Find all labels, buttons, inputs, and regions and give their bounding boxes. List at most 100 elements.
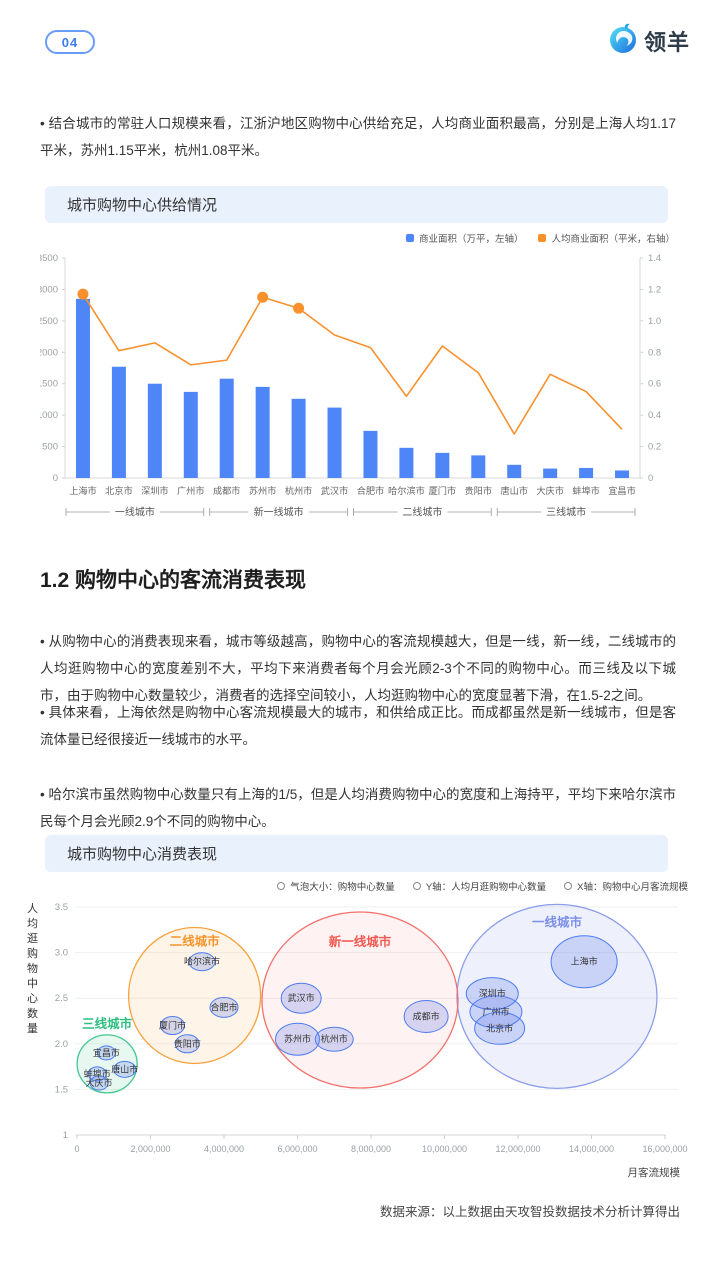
bar [255, 386, 270, 478]
x-axis-tick-label: 4,000,000 [204, 1144, 244, 1154]
x-category-label: 大庆市 [536, 485, 564, 496]
body-paragraph-1: • 从购物中心的消费表现来看，城市等级越高，购物中心的客流规模越大，但是一线，新… [40, 634, 676, 703]
x-axis-tick-label: 6,000,000 [277, 1144, 317, 1154]
city-bubble-label: 深圳市 [479, 988, 506, 999]
left-axis-tick-label: 0 [53, 473, 58, 484]
x-category-label: 广州市 [177, 485, 205, 496]
bar [147, 383, 162, 478]
body-paragraph-3: • 哈尔滨市虽然购物中心数量只有上海的1/5，但是人均消费购物中心的宽度和上海持… [40, 787, 676, 829]
city-bubble [87, 1066, 107, 1082]
intro-paragraph: • 结合城市的常驻人口规模来看，江浙沪地区购物中心供给充足，人均商业面积最高，分… [40, 116, 676, 158]
bar [327, 407, 342, 478]
page-number-badge: 04 [45, 30, 95, 54]
chart2-title-banner: 城市购物中心消费表现 [45, 835, 668, 872]
chart1-legend: 商业面积（万平，左轴） 人均商业面积（平米，右轴） [405, 231, 675, 245]
x-category-label: 苏州市 [249, 485, 277, 496]
bar [219, 378, 234, 478]
city-bubble-label: 蚌埠市 [84, 1068, 111, 1079]
bar [471, 455, 486, 478]
left-axis-tick-label: 1000 [40, 410, 58, 421]
city-bubble-label: 广州市 [482, 1006, 509, 1017]
legend-label: Y轴：人均月逛购物中心数量 [425, 882, 547, 893]
tier-group-label: 一线城市 [532, 914, 583, 929]
chart1-legend-item: 商业面积（万平，左轴） [405, 231, 524, 245]
x-category-label: 深圳市 [141, 485, 169, 496]
left-axis-tick-label: 1500 [40, 379, 58, 390]
x-axis-tick-label: 10,000,000 [422, 1144, 467, 1154]
legend-label: X轴：购物中心月客流规模 [577, 882, 688, 893]
tier-label-bg [248, 505, 309, 519]
y-axis-tick-label: 2.0 [55, 1039, 68, 1050]
city-bubble [280, 982, 322, 1014]
city-bubble-label: 哈尔滨市 [184, 956, 220, 967]
y-axis-tick-label: 2.5 [55, 993, 68, 1004]
bar [507, 464, 522, 478]
brand-name: 领羊 [643, 29, 690, 55]
city-bubble [188, 952, 216, 972]
city-bubble-label: 贵阳市 [174, 1038, 201, 1049]
legend-label: 商业面积（万平，左轴） [418, 234, 524, 245]
right-axis-tick-label: 1.4 [648, 253, 661, 264]
city-bubble-label: 厦门市 [159, 1020, 186, 1031]
legend-label: 人均商业面积（平米，右轴） [551, 234, 675, 245]
line-series-swatch-icon [538, 234, 547, 242]
left-axis-tick-label: 2000 [40, 347, 58, 358]
city-bubble-label: 苏州市 [284, 1033, 311, 1044]
x-category-label: 武汉市 [321, 485, 349, 496]
section-heading: 1.2 购物中心的客流消费表现 [40, 569, 307, 592]
right-axis-tick-label: 0.8 [648, 347, 661, 358]
city-bubble [550, 935, 618, 989]
x-category-label: 厦门市 [429, 485, 457, 496]
city-bubble [469, 995, 523, 1029]
city-bubble [113, 1060, 137, 1078]
y-axis-tick-label: 3.5 [55, 902, 68, 913]
chart1-legend-item: 人均商业面积（平米，右轴） [538, 231, 675, 245]
bar [183, 391, 198, 478]
city-bubble-label: 武汉市 [288, 992, 315, 1003]
right-axis-tick-label: 0.2 [648, 442, 661, 453]
x-axis-tick-label: 14,000,000 [569, 1144, 614, 1154]
city-bubble [160, 1016, 186, 1036]
bar [579, 467, 594, 478]
left-axis-tick-label: 3000 [40, 284, 58, 295]
circle-marker-icon [277, 882, 286, 890]
consumption-chart-canvas: 3.5 3.0 2.5 2.0 1.5 10 2,000,000 4,000,000 6,000… [55, 902, 688, 1154]
right-axis-tick-label: 1.2 [648, 284, 661, 295]
tier-label: 二线城市 [402, 506, 442, 519]
bar [75, 298, 90, 478]
city-bubble-label: 北京市 [486, 1022, 513, 1033]
chart2-legend-item: X轴：购物中心月客流规模 [564, 879, 688, 893]
city-bubble [403, 999, 449, 1033]
left-axis-tick-label: 2500 [40, 316, 58, 327]
x-category-label: 上海市 [69, 485, 97, 496]
tier-group-label: 新一线城市 [329, 934, 392, 949]
left-axis-tick-label: 3500 [40, 253, 58, 264]
x-category-label: 唐山市 [500, 485, 528, 496]
city-bubble [174, 1034, 200, 1054]
bar [363, 430, 378, 478]
brand-logo: 领羊 [607, 22, 690, 59]
x-axis-tick-label: 8,000,000 [351, 1144, 391, 1154]
right-axis-tick-label: 1.0 [648, 316, 661, 327]
city-bubble [275, 1022, 320, 1056]
x-axis-tick-label: 0 [74, 1144, 79, 1154]
x-category-label: 哈尔滨市 [388, 485, 425, 496]
page-number: 04 [61, 34, 79, 50]
tier-label: 新一线城市 [254, 506, 304, 519]
city-bubble [209, 996, 239, 1018]
tier-label-bg [109, 505, 160, 519]
city-bubble-label: 大庆市 [86, 1077, 113, 1088]
chart2-title: 城市购物中心消费表现 [67, 846, 218, 863]
x-axis-tick-label: 12,000,000 [495, 1144, 540, 1154]
tier-group-label: 三线城市 [82, 1016, 133, 1031]
circle-marker-icon [564, 882, 573, 890]
legend-label: 气泡大小：购物中心数量 [290, 882, 395, 893]
city-bubble-label: 唐山市 [111, 1063, 138, 1074]
chart1-title-banner: 城市购物中心供给情况 [45, 186, 668, 223]
body-paragraph-2: • 具体来看，上海依然是购物中心客流规模最大的城市，和供给成正比。而成都虽然是新… [40, 705, 676, 747]
bar [615, 470, 630, 478]
bar-series-swatch-icon [405, 234, 414, 242]
x-category-label: 合肥市 [357, 485, 385, 496]
chart1-title: 城市购物中心供给情况 [67, 197, 218, 214]
city-bubble-label: 宜昌市 [93, 1047, 120, 1058]
